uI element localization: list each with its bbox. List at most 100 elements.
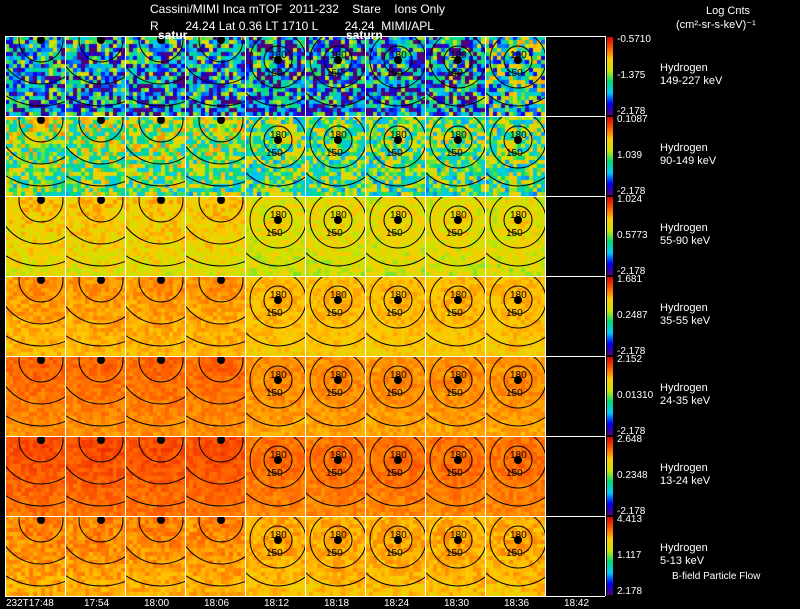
contour-line [125, 64, 185, 85]
image-panel: 180 150 [305, 356, 365, 436]
band-energy: 13-24 keV [660, 475, 711, 487]
colorbar-max: 2.152 [617, 354, 643, 365]
contour-line [503, 205, 533, 235]
image-panel [5, 116, 65, 196]
colorbar-max: -0.5710 [617, 34, 651, 45]
contour-line [249, 516, 305, 569]
contour-overlay [425, 276, 485, 347]
contour-label: 180 [510, 530, 527, 541]
contour-line [489, 356, 545, 409]
contour-line [5, 254, 65, 267]
contour-overlay [245, 196, 305, 267]
planet-marker [394, 376, 402, 384]
contour-line [78, 436, 124, 463]
planet-marker [394, 56, 402, 64]
planet-marker [217, 196, 225, 204]
contour-label: 150 [326, 228, 343, 239]
contour-line [185, 254, 245, 267]
contour-line [369, 276, 425, 329]
contour-overlay [305, 356, 365, 427]
colorbar [607, 437, 613, 515]
planet-marker [514, 456, 522, 464]
colorbar-max: 0.1087 [617, 114, 648, 125]
band-species: Hydrogen [660, 142, 708, 154]
contour-overlay [245, 276, 305, 347]
contour-overlay [65, 436, 125, 507]
contour-line [185, 334, 245, 347]
contour-line [305, 571, 365, 587]
contour-overlay [485, 36, 545, 107]
contour-overlay [425, 436, 485, 507]
image-panel [185, 356, 245, 436]
contour-line [125, 414, 185, 427]
contour-overlay [5, 36, 65, 107]
contour-label: 150 [326, 388, 343, 399]
planet-label-2: saturn [346, 28, 383, 42]
planet-marker [97, 116, 105, 124]
contour-line [485, 571, 545, 587]
image-panel [5, 356, 65, 436]
image-panel: 180 150 [425, 116, 485, 196]
image-panel [545, 436, 605, 516]
contour-label: 180 [450, 210, 467, 221]
contour-line [138, 356, 184, 383]
image-panel [125, 116, 185, 196]
contour-line [369, 356, 425, 409]
contour-line [245, 411, 305, 427]
planet-marker [37, 436, 45, 444]
contour-line [5, 224, 65, 245]
contour-label: 180 [390, 530, 407, 541]
contour-line [65, 254, 125, 267]
grid-line [365, 36, 366, 596]
contour-overlay [185, 36, 245, 107]
image-panel: 180 150 [245, 516, 305, 596]
contour-line [185, 414, 245, 427]
contour-overlay [185, 516, 245, 587]
contour-overlay [65, 36, 125, 107]
contour-overlay [365, 436, 425, 507]
colorbar [607, 517, 613, 595]
colorbar-mid: 0.2487 [617, 310, 648, 321]
contour-label: 180 [450, 370, 467, 381]
contour-label: 150 [266, 548, 283, 559]
contour-overlay [185, 436, 245, 507]
colorbar-mid: 0.5773 [617, 230, 648, 241]
contour-overlay [485, 356, 545, 427]
contour-line [185, 494, 245, 507]
contour-overlay [65, 276, 125, 347]
image-panel [65, 356, 125, 436]
image-panel [5, 36, 65, 116]
contour-line [323, 445, 353, 475]
contour-label: 180 [330, 210, 347, 221]
image-panel [545, 516, 605, 596]
contour-line [383, 205, 413, 235]
colorbar-min: -2.178 [617, 426, 646, 437]
contour-line [249, 196, 305, 249]
contour-line [425, 411, 485, 427]
contour-line [245, 171, 305, 187]
contour-label: 180 [330, 450, 347, 461]
contour-line [369, 516, 425, 569]
band-label: Hydrogen 5-13 keV [660, 542, 708, 568]
contour-line [249, 116, 305, 169]
contour-overlay [5, 196, 65, 267]
contour-line [18, 36, 64, 63]
contour-line [485, 411, 545, 427]
grid-line [5, 436, 605, 437]
contour-line [78, 196, 124, 223]
contour-line [309, 36, 365, 89]
footer-label: B-field Particle Flow [672, 571, 761, 582]
planet-marker [514, 56, 522, 64]
contour-label: 150 [506, 468, 523, 479]
contour-line [125, 544, 185, 565]
time-label-2: 18:00 [144, 598, 170, 609]
contour-overlay [485, 516, 545, 587]
contour-line [365, 571, 425, 587]
image-panel: 180 150 [425, 356, 485, 436]
contour-overlay [485, 276, 545, 347]
image-panel [125, 196, 185, 276]
contour-overlay [365, 276, 425, 347]
grid-line [65, 36, 66, 596]
colorbar-min: -2.178 [617, 186, 646, 197]
planet-marker [454, 216, 462, 224]
